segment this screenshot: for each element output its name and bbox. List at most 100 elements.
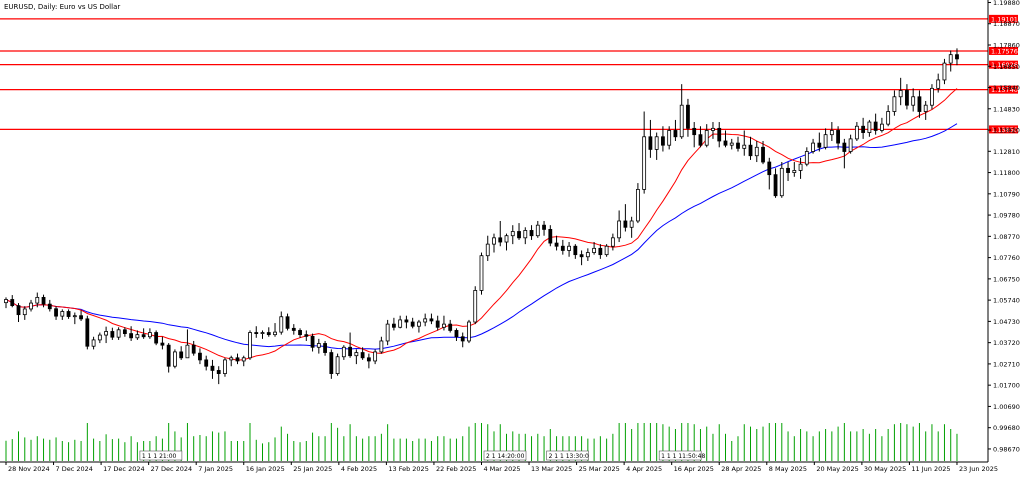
- candle[interactable]: [379, 336, 384, 354]
- candle[interactable]: [66, 309, 71, 319]
- candle[interactable]: [160, 336, 165, 350]
- candle[interactable]: [473, 286, 478, 325]
- candle[interactable]: [942, 58, 947, 85]
- candle[interactable]: [754, 140, 759, 163]
- candle[interactable]: [711, 122, 715, 139]
- candle[interactable]: [442, 315, 446, 331]
- candle[interactable]: [898, 77, 903, 106]
- candle[interactable]: [767, 157, 772, 190]
- candle[interactable]: [460, 332, 465, 348]
- candle[interactable]: [229, 355, 234, 367]
- event-markers[interactable]: 1 1 1 21:00 2 1 14:20:00 2 1 1 13:30:0 1 1 …: [139, 450, 706, 461]
- candle[interactable]: [867, 119, 872, 137]
- candle[interactable]: [554, 235, 559, 251]
- candle[interactable]: [210, 359, 215, 379]
- candle[interactable]: [930, 84, 934, 110]
- candle[interactable]: [923, 100, 928, 120]
- candle[interactable]: [836, 126, 841, 150]
- candle[interactable]: [717, 122, 722, 148]
- candle[interactable]: [260, 330, 265, 339]
- candle[interactable]: [423, 313, 428, 327]
- candle[interactable]: [266, 327, 271, 337]
- candle[interactable]: [223, 357, 227, 377]
- candle[interactable]: [667, 126, 672, 150]
- candle[interactable]: [166, 343, 171, 373]
- candle[interactable]: [542, 220, 546, 236]
- candle[interactable]: [829, 122, 834, 141]
- candle[interactable]: [792, 162, 797, 177]
- candle[interactable]: [817, 132, 822, 152]
- candle[interactable]: [823, 128, 828, 150]
- candle[interactable]: [529, 225, 534, 240]
- candle[interactable]: [911, 88, 916, 112]
- candle[interactable]: [567, 242, 571, 257]
- candle[interactable]: [4, 297, 8, 309]
- candle[interactable]: [291, 324, 296, 335]
- candle[interactable]: [548, 225, 553, 247]
- candle[interactable]: [617, 210, 622, 243]
- candle[interactable]: [241, 355, 246, 367]
- candle[interactable]: [304, 330, 309, 341]
- candle[interactable]: [79, 310, 83, 321]
- event-marker[interactable]: 1 1 1 11:50:48: [658, 450, 705, 461]
- candle[interactable]: [642, 111, 647, 194]
- candle[interactable]: [348, 332, 353, 358]
- candles[interactable]: [4, 48, 959, 385]
- candle[interactable]: [736, 136, 740, 152]
- candle[interactable]: [635, 183, 640, 224]
- candle[interactable]: [216, 366, 221, 385]
- candle[interactable]: [147, 328, 152, 339]
- candle[interactable]: [698, 126, 703, 148]
- candle[interactable]: [948, 50, 953, 72]
- candle[interactable]: [661, 126, 665, 152]
- candle[interactable]: [91, 336, 96, 350]
- candle[interactable]: [354, 349, 359, 365]
- candle[interactable]: [129, 326, 134, 341]
- candle[interactable]: [254, 326, 259, 338]
- candle[interactable]: [955, 48, 959, 66]
- candle[interactable]: [385, 319, 390, 346]
- candle[interactable]: [598, 244, 603, 259]
- candle[interactable]: [723, 130, 728, 148]
- candle[interactable]: [285, 313, 290, 331]
- candle[interactable]: [35, 292, 40, 308]
- candle[interactable]: [917, 90, 922, 118]
- candle[interactable]: [504, 233, 509, 251]
- candle[interactable]: [110, 327, 115, 340]
- candle[interactable]: [535, 220, 540, 238]
- candle[interactable]: [523, 227, 528, 245]
- candle[interactable]: [592, 242, 597, 255]
- candle[interactable]: [905, 84, 909, 110]
- candle[interactable]: [886, 105, 891, 127]
- candle[interactable]: [492, 233, 496, 253]
- candle[interactable]: [417, 319, 421, 333]
- candle[interactable]: [623, 204, 628, 232]
- candle[interactable]: [273, 323, 277, 337]
- candle[interactable]: [41, 294, 46, 308]
- event-marker[interactable]: 2 1 1 13:30:0: [546, 450, 589, 461]
- candle[interactable]: [679, 84, 684, 139]
- candle[interactable]: [773, 168, 778, 198]
- candle[interactable]: [10, 295, 15, 308]
- candle[interactable]: [842, 138, 847, 169]
- candle[interactable]: [448, 319, 453, 333]
- candle[interactable]: [779, 162, 784, 198]
- candle[interactable]: [811, 138, 815, 154]
- candle[interactable]: [686, 98, 690, 137]
- candle[interactable]: [323, 340, 327, 356]
- candle[interactable]: [398, 315, 403, 329]
- candle[interactable]: [410, 317, 415, 329]
- candle[interactable]: [366, 353, 371, 369]
- candle[interactable]: [116, 327, 121, 340]
- candle[interactable]: [298, 328, 302, 338]
- candle[interactable]: [761, 140, 765, 165]
- candle[interactable]: [573, 244, 578, 259]
- candle[interactable]: [560, 239, 565, 255]
- candle[interactable]: [60, 309, 65, 320]
- event-marker[interactable]: 2 1 14:20:00: [483, 450, 527, 461]
- candle[interactable]: [879, 117, 884, 133]
- candle[interactable]: [54, 306, 58, 320]
- candle[interactable]: [97, 332, 102, 344]
- candle[interactable]: [786, 162, 790, 181]
- candle[interactable]: [335, 353, 340, 376]
